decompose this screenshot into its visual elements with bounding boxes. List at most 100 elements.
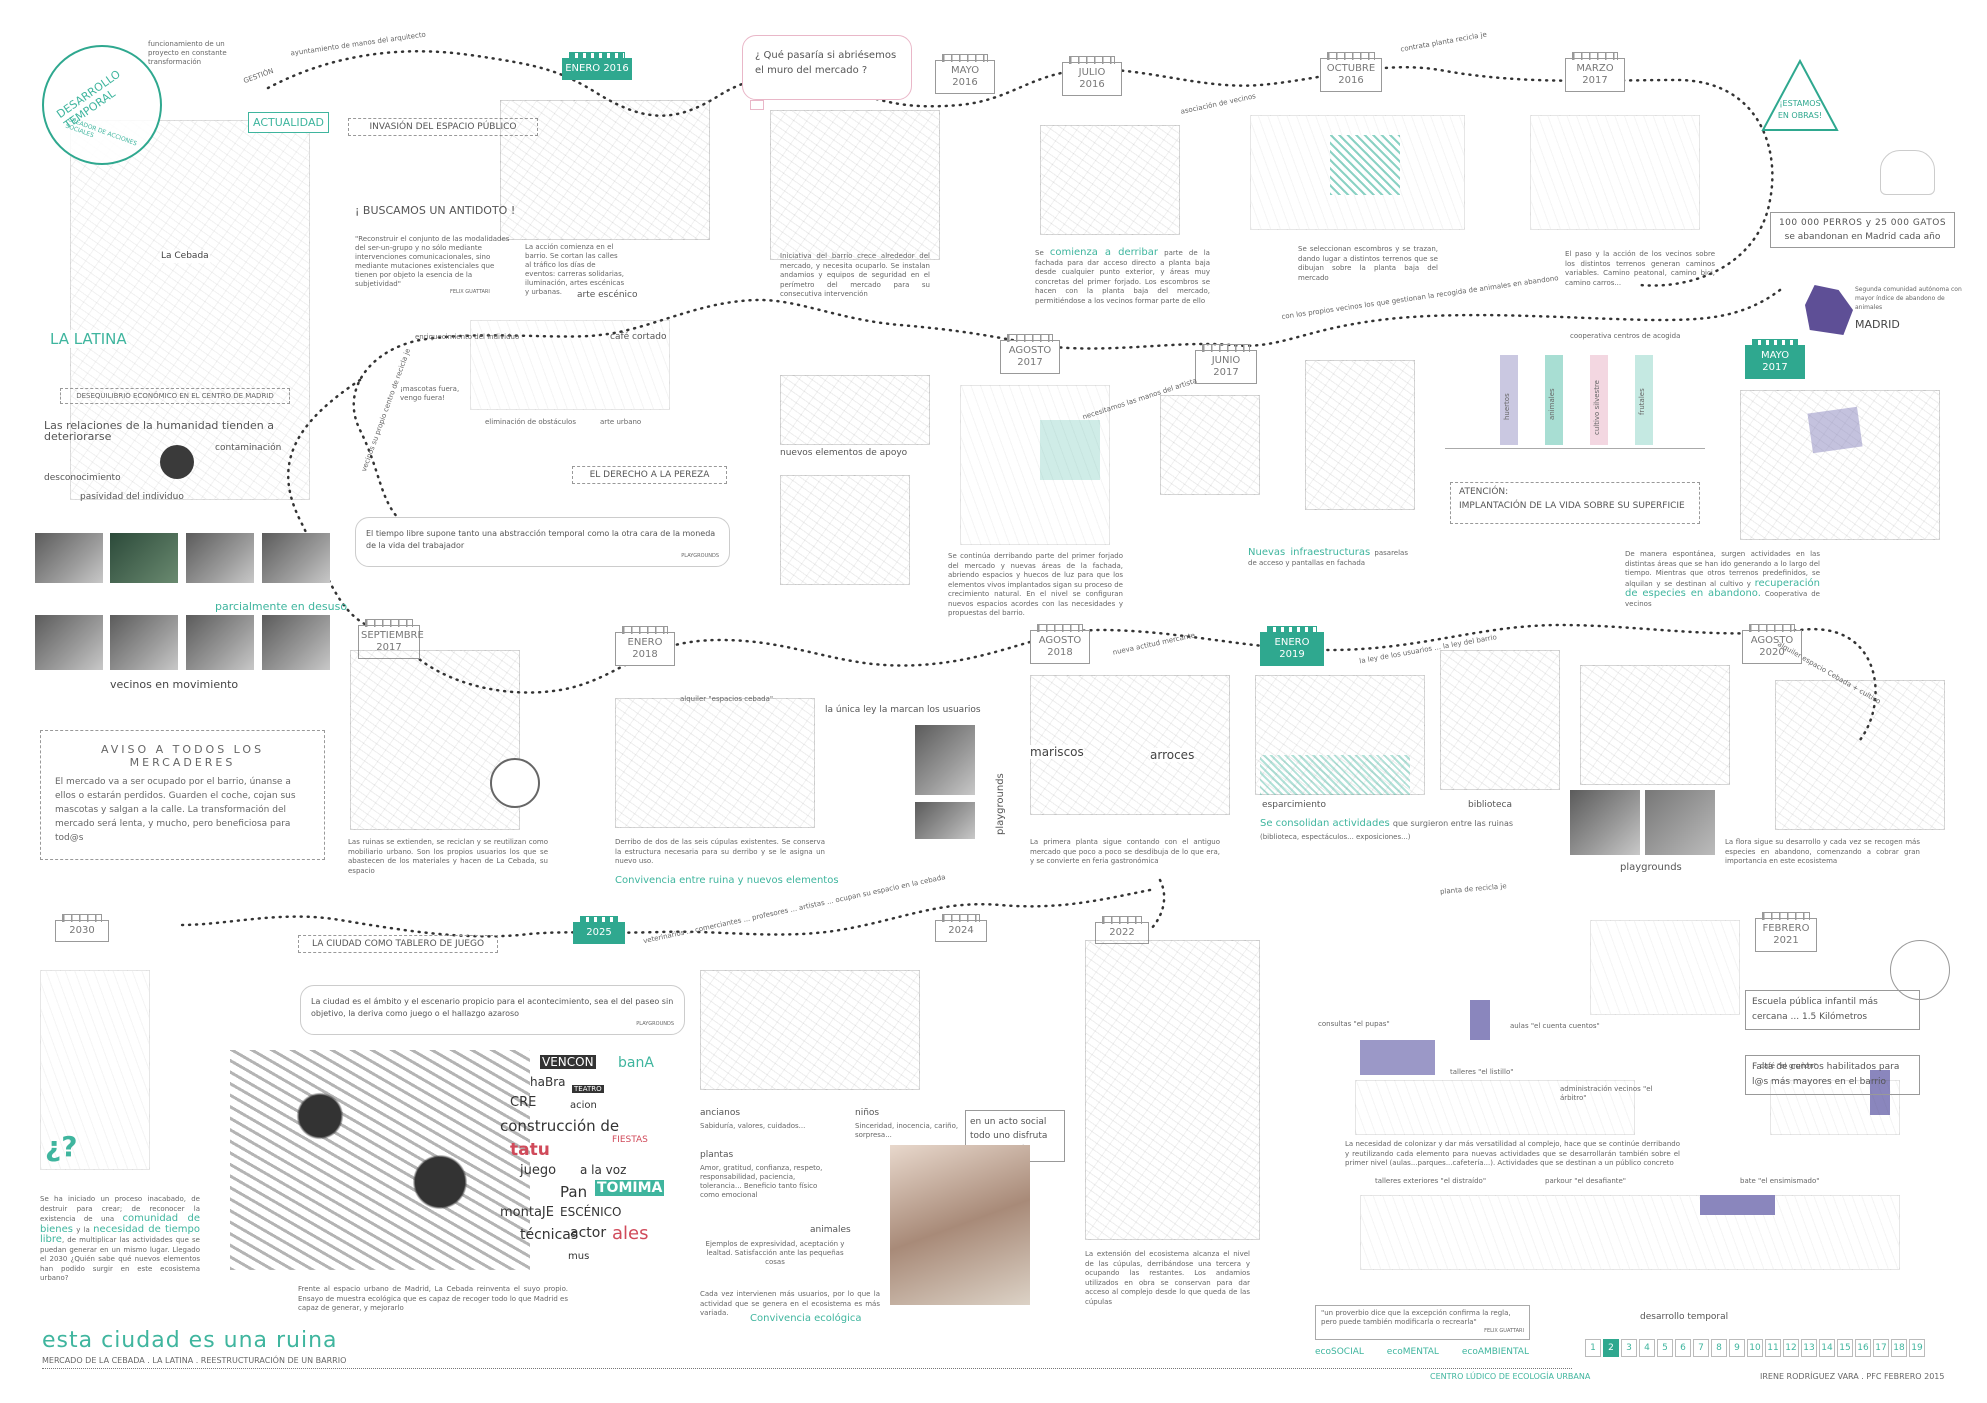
aulas-label: aulas "el cuenta cuentos": [1510, 1022, 1600, 1030]
proverbio-box: "un proverbio dice que la excepción conf…: [1315, 1305, 1530, 1340]
flag-agosto-2020: AGOSTO 2020: [1742, 624, 1802, 664]
la-cebada-label: La Cebada: [160, 250, 210, 263]
step-number: 9: [1729, 1339, 1745, 1357]
step-number: 18: [1891, 1339, 1907, 1357]
development-circle: DESARROLLO TEMPORAL CREADOR DE ACCIONES …: [42, 45, 162, 165]
derecho-box: EL DERECHO A LA PEREZA: [572, 466, 727, 484]
plantas-label: plantas: [700, 1150, 734, 1160]
flag-2024: 2024: [935, 914, 987, 942]
warning-sign: ¡ESTAMOS EN OBRAS!: [1761, 58, 1839, 131]
ciudad-bubble: La ciudad es el ámbito y el escenario pr…: [300, 985, 685, 1035]
consolidan-text: Se consolidan actividades que surgieron …: [1260, 818, 1514, 829]
sketch-octubre: [1250, 115, 1465, 230]
bate-label: bate "el ensimismado": [1740, 1177, 1820, 1185]
header-subtitle: funcionamiento de un proyecto en constan…: [148, 40, 227, 66]
question-bubble: ¿ Qué pasaría si abriésemos el muro del …: [742, 35, 912, 100]
talleres-ext-label: talleres exteriores "el distraído": [1375, 1177, 1487, 1185]
pasividad-label: pasividad del individuo: [80, 492, 184, 502]
playgrounds-vertical: playgrounds: [995, 773, 1006, 835]
step-number: 8: [1711, 1339, 1727, 1357]
animales-label: animales: [810, 1225, 851, 1235]
detail-circle: [490, 758, 540, 808]
animales-text: Ejemplos de expresividad, aceptación y l…: [705, 1240, 845, 1266]
collage-map: [230, 1050, 530, 1270]
city-map: [70, 120, 310, 500]
relaciones-text: Las relaciones de la humanidad tienden a…: [44, 419, 274, 443]
cafe-label: café cortado: [610, 332, 666, 343]
photo-collage-people: [890, 1145, 1030, 1305]
sketch-section-2: [1770, 1080, 1900, 1135]
sketch-2024: [700, 970, 920, 1090]
tiempo-libre-bubble: El tiempo libre supone tanto una abstrac…: [355, 517, 730, 567]
old-man-icon: [1890, 940, 1950, 1000]
photo-8: [262, 615, 330, 670]
purple-patch: [1807, 406, 1863, 454]
sketch-section-1: [1355, 1080, 1635, 1135]
dog-icon: [1880, 150, 1935, 195]
sketch-apoyo: [780, 375, 930, 445]
purple-block-1: [1470, 1000, 1490, 1040]
sketch-enero-2018: [615, 698, 815, 828]
photo-1: [35, 533, 103, 583]
sketch-invasion: [500, 100, 710, 240]
bubble-tail: [750, 100, 764, 110]
sketch-stairs: [780, 475, 910, 585]
plantas-text: Amor, gratitud, confianza, respeto, resp…: [700, 1164, 823, 1199]
colonizar-text: La necesidad de colonizar y dar más vers…: [1345, 1140, 1680, 1167]
sketch-junio-2: [1305, 360, 1415, 510]
step-number: 19: [1909, 1339, 1925, 1357]
bar-animales: animales: [1545, 355, 1563, 445]
iniciativa-text: Iniciativa del barrio crece alrededor de…: [780, 252, 930, 298]
flag-2025: 2025: [573, 916, 625, 944]
flag-septiembre-2017: SEPTIEMBRE 2017: [358, 619, 424, 659]
sketch-2022: [1085, 940, 1260, 1240]
segunda-text: Segunda comunidad autónoma con mayor índ…: [1855, 286, 1962, 311]
ancianos-label: ancianos: [700, 1108, 741, 1118]
continua-text: Se continúa derribando parte del primer …: [948, 552, 1123, 617]
mariscos-label: mariscos: [1030, 745, 1084, 759]
frente-text: Frente al espacio urbano de Madrid, La C…: [298, 1285, 568, 1312]
admin-label: administración vecinos "el árbitro": [1560, 1085, 1653, 1102]
flag-junio-2017: JUNIO 2017: [1195, 344, 1257, 384]
footer-line: [42, 1368, 1572, 1369]
cooperativa-label: cooperativa centros de acogida: [1570, 332, 1681, 340]
escuela-box: Escuela pública infantil más cercana ...…: [1745, 990, 1920, 1030]
step-number: 11: [1765, 1339, 1781, 1357]
sketch-playgrounds: [1580, 665, 1730, 785]
sketch-biblioteca: [1440, 650, 1560, 790]
desconocimiento-label: desconocimiento: [44, 473, 121, 483]
map-area: DESARROLLO TEMPORAL CREADOR DE ACCIONES …: [40, 40, 340, 520]
aviso-box: AVISO A TODOS LOS MERCADERES El mercado …: [40, 730, 325, 860]
flag-enero-2016: ENERO 2016: [562, 52, 632, 80]
guattari-quote: "Reconstruir el conjunto de las modalida…: [355, 235, 510, 288]
consultas-label: consultas "el pupas": [1318, 1020, 1390, 1028]
flag-2022: 2022: [1095, 916, 1149, 944]
flag-mayo-2017: MAYO 2017: [1745, 339, 1805, 379]
svg-text:¡ESTAMOS: ¡ESTAMOS: [1779, 99, 1820, 108]
alquiler-label: alquiler "espacios cebada": [680, 695, 773, 704]
author-label: IRENE RODRÍGUEZ VARA . PFC FEBRERO 2015: [1760, 1372, 1945, 1381]
inacabado-text: Se ha iniciado un proceso inacabado, de …: [40, 1195, 201, 1282]
step-numbers: 1 2 3 4 5 6 7 8 9 10 11 12 13 14 15 16 17 18 19: [1585, 1335, 1945, 1357]
aviso-title: AVISO A TODOS LOS MERCADERES: [100, 743, 265, 769]
sketch-2030: [40, 970, 150, 1170]
circle-subtitle: CREADOR DE ACCIONES SOCIALES: [64, 116, 138, 148]
photo-2: [110, 533, 178, 583]
actualidad-label: ACTUALIDAD: [248, 112, 329, 133]
photo-playground-1: [915, 725, 975, 795]
sketch-enero-2019: [1255, 675, 1425, 795]
step-number: 14: [1819, 1339, 1835, 1357]
sketch-junio-1: [1160, 395, 1260, 495]
photo-5: [35, 615, 103, 670]
purple-block-2: [1360, 1040, 1435, 1075]
flag-agosto-2017: AGOSTO 2017: [1000, 334, 1060, 374]
flag-julio-2016: JULIO 2016: [1062, 56, 1122, 96]
flag-mayo-2016: MAYO 2016: [935, 54, 995, 94]
step-number: 12: [1783, 1339, 1799, 1357]
quote-author: FELIX GUATTARI: [450, 289, 490, 295]
step-number: 6: [1675, 1339, 1691, 1357]
step-number: 15: [1837, 1339, 1853, 1357]
ruinas-text: Las ruinas se extienden, se reciclan y s…: [348, 838, 548, 875]
photo-playground-3: [1570, 790, 1640, 855]
step-number: 7: [1693, 1339, 1709, 1357]
